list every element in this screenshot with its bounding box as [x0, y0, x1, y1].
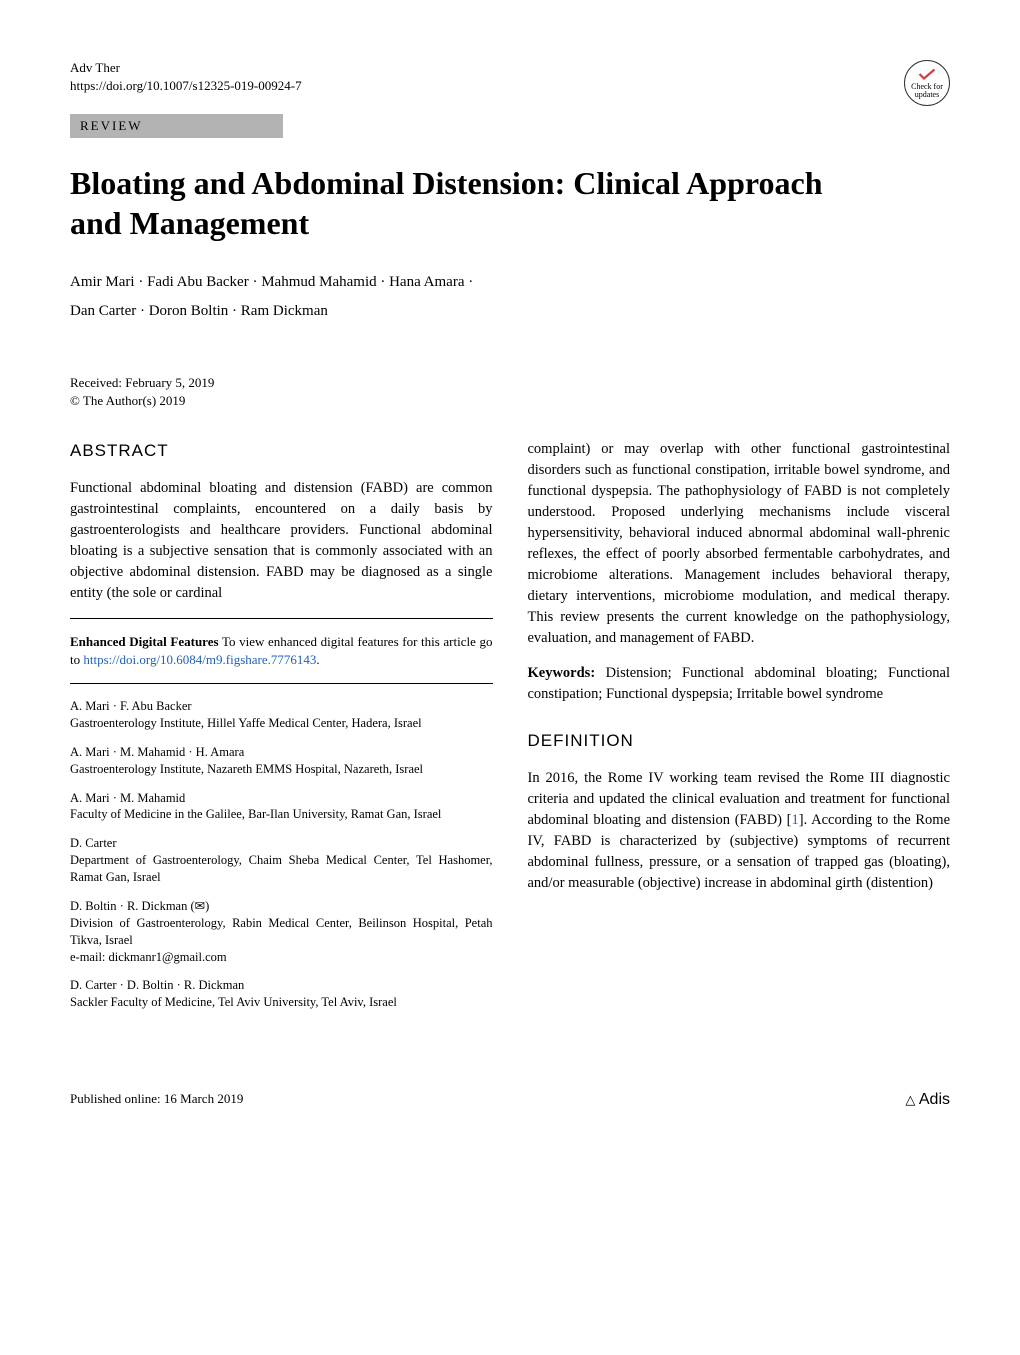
copyright-line: © The Author(s) 2019: [70, 393, 950, 409]
enhanced-period: .: [316, 652, 319, 667]
adis-triangle-icon: △: [905, 1092, 915, 1107]
affiliation-0: A. Mari · F. Abu Backer Gastroenterology…: [70, 698, 493, 732]
keywords-label: Keywords:: [528, 665, 596, 681]
affil-inst: Gastroenterology Institute, Hillel Yaffe…: [70, 715, 493, 732]
affiliation-3: D. Carter Department of Gastroenterology…: [70, 835, 493, 886]
received-date: Received: February 5, 2019: [70, 375, 950, 391]
check-updates-badge[interactable]: Check for updates: [904, 60, 950, 106]
authors-line-2: Dan Carter · Doron Boltin · Ram Dickman: [70, 297, 950, 326]
affil-names: D. Boltin · R. Dickman (✉): [70, 898, 493, 915]
affil-names: A. Mari · M. Mahamid · H. Amara: [70, 744, 493, 761]
abstract-para-right: complaint) or may overlap with other fun…: [528, 439, 951, 649]
affil-names: A. Mari · F. Abu Backer: [70, 698, 493, 715]
affil-names: A. Mari · M. Mahamid: [70, 790, 493, 807]
reference-link-1[interactable]: 1: [792, 812, 799, 828]
affiliation-2: A. Mari · M. Mahamid Faculty of Medicine…: [70, 790, 493, 824]
affil-names: D. Carter · D. Boltin · R. Dickman: [70, 977, 493, 994]
abstract-heading: ABSTRACT: [70, 439, 493, 464]
definition-para: In 2016, the Rome IV working team revise…: [528, 768, 951, 894]
divider-bottom: [70, 683, 493, 684]
checkmark-icon: [918, 68, 936, 80]
affil-names: D. Carter: [70, 835, 493, 852]
affil-inst: Department of Gastroenterology, Chaim Sh…: [70, 852, 493, 886]
enhanced-label: Enhanced Digital Features: [70, 634, 219, 649]
right-column: complaint) or may overlap with other fun…: [528, 439, 951, 1023]
publisher-brand: △ Adis: [905, 1091, 950, 1109]
affiliation-5: D. Carter · D. Boltin · R. Dickman Sackl…: [70, 977, 493, 1011]
definition-heading: DEFINITION: [528, 729, 951, 754]
adis-text: Adis: [915, 1091, 950, 1108]
affil-inst: Faculty of Medicine in the Galilee, Bar-…: [70, 806, 493, 823]
affil-inst: Gastroenterology Institute, Nazareth EMM…: [70, 761, 493, 778]
published-online: Published online: 16 March 2019: [70, 1091, 243, 1109]
two-column-body: ABSTRACT Functional abdominal bloating a…: [70, 439, 950, 1023]
left-column: ABSTRACT Functional abdominal bloating a…: [70, 439, 493, 1023]
article-type-label: REVIEW: [70, 114, 283, 138]
journal-name: Adv Ther: [70, 60, 950, 76]
divider-top: [70, 618, 493, 619]
article-title: Bloating and Abdominal Distension: Clini…: [70, 163, 830, 243]
authors-line-1: Amir Mari · Fadi Abu Backer · Mahmud Mah…: [70, 268, 950, 297]
doi-link[interactable]: https://doi.org/10.1007/s12325-019-00924…: [70, 78, 950, 94]
authors-block: Amir Mari · Fadi Abu Backer · Mahmud Mah…: [70, 268, 950, 325]
affil-email: e-mail: dickmanr1@gmail.com: [70, 949, 493, 966]
page-footer: Published online: 16 March 2019 △ Adis: [70, 1083, 950, 1109]
enhanced-features-box: Enhanced Digital Features To view enhanc…: [70, 633, 493, 669]
badge-line2: updates: [915, 91, 939, 99]
abstract-para-left: Functional abdominal bloating and disten…: [70, 478, 493, 604]
affil-inst: Sackler Faculty of Medicine, Tel Aviv Un…: [70, 994, 493, 1011]
enhanced-link[interactable]: https://doi.org/10.6084/m9.figshare.7776…: [83, 652, 316, 667]
affiliation-4: D. Boltin · R. Dickman (✉) Division of G…: [70, 898, 493, 966]
affil-inst: Division of Gastroenterology, Rabin Medi…: [70, 915, 493, 949]
affiliation-1: A. Mari · M. Mahamid · H. Amara Gastroen…: [70, 744, 493, 778]
keywords-block: Keywords: Distension; Functional abdomin…: [528, 663, 951, 705]
